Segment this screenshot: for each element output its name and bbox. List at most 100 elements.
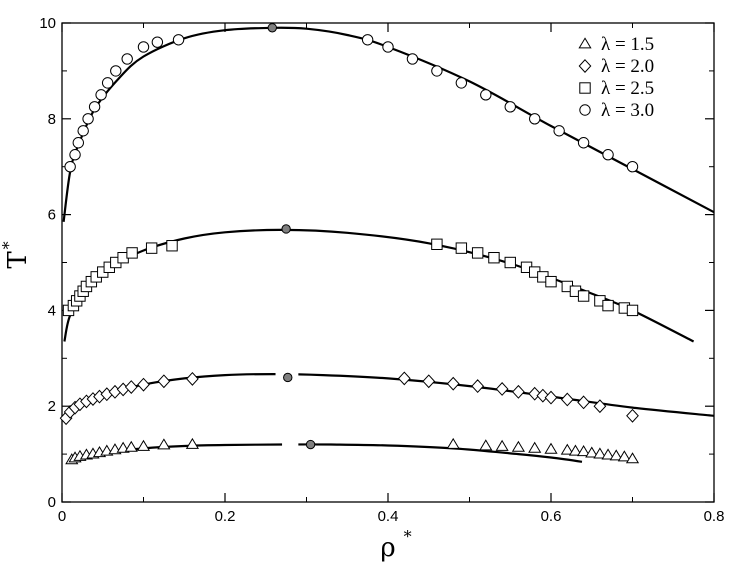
diamond-point [137, 377, 150, 392]
square-point [431, 238, 443, 250]
legend-label: λ = 2.5 [601, 78, 654, 99]
diamond-point [422, 374, 436, 389]
square-point [545, 275, 557, 288]
diamond-point [124, 380, 138, 394]
legend-diamond-icon [578, 59, 592, 73]
triangle-point [617, 450, 631, 462]
triangle-point [601, 448, 615, 460]
square-point [504, 256, 516, 269]
series-circle [64, 23, 639, 173]
circle-point [480, 89, 492, 101]
triangle-point [593, 447, 607, 459]
triangle-point [157, 438, 171, 450]
diamond-point [536, 388, 550, 403]
circle-point [95, 89, 107, 101]
square-point [455, 242, 468, 254]
diamond-point [544, 390, 558, 405]
y-tick-label: 8 [48, 111, 56, 128]
circle-point [72, 137, 85, 149]
square-point [471, 247, 484, 259]
triangle-point [185, 437, 199, 449]
circle-point [361, 34, 374, 46]
diamond-point [593, 399, 607, 414]
critical-point [281, 224, 291, 234]
triangle-point [528, 441, 542, 453]
square-point [488, 252, 500, 264]
triangle-point [544, 442, 558, 454]
x-tick-label: 0.4 [378, 508, 399, 525]
critical-point [267, 23, 277, 33]
square-point [577, 290, 590, 302]
legend-triangle-icon [578, 37, 592, 49]
legend-item: λ = 2.0 [578, 56, 654, 77]
circle-point [172, 34, 185, 46]
y-tick-label: 2 [48, 398, 56, 415]
circle-point [82, 113, 94, 125]
square-point [602, 299, 614, 312]
diamond-point [512, 384, 525, 399]
circle-point [88, 101, 101, 113]
square-point [626, 304, 639, 317]
legend-label: λ = 3.0 [601, 100, 654, 121]
diamond-point [446, 376, 460, 391]
x-tick-label: 0.8 [704, 508, 725, 525]
data-points [59, 23, 640, 465]
circle-point [529, 113, 541, 125]
y-axis-title: T* [0, 241, 33, 268]
triangle-point [585, 446, 599, 458]
y-axis: 0 2 4 6 8 10 [39, 15, 714, 511]
series-triangle [65, 437, 640, 465]
legend-item: λ = 2.5 [579, 78, 654, 99]
y-tick-label: 4 [48, 302, 56, 319]
fit-curve [63, 228, 695, 343]
legend-label: λ = 2.0 [601, 56, 654, 77]
circle-point [504, 101, 516, 113]
legend-square-icon [579, 82, 591, 94]
legend-label: λ = 1.5 [601, 34, 654, 55]
circle-point [110, 65, 122, 77]
diamond-point [157, 374, 171, 389]
triangle-point [577, 445, 591, 457]
circle-point [151, 36, 164, 48]
diamond-point [186, 371, 199, 386]
square-point [126, 247, 138, 259]
x-axis-title: ρ * [380, 527, 411, 563]
diamond-point [577, 395, 590, 410]
triangle-point [609, 449, 623, 461]
triangle-point [511, 440, 525, 452]
circle-point [455, 77, 468, 89]
y-tick-label: 0 [48, 494, 56, 511]
circle-point [553, 125, 565, 137]
circle-point [121, 53, 133, 65]
square-point [166, 240, 178, 252]
triangle-point [124, 440, 138, 452]
diamond-point [495, 382, 509, 396]
triangle-point [136, 439, 151, 451]
triangle-point [560, 443, 574, 455]
triangle-point [446, 437, 460, 449]
circle-point [431, 65, 443, 77]
diamond-point [397, 371, 411, 386]
x-axis: 0 0.2 0.4 0.6 0.8 [58, 23, 725, 525]
circle-point [101, 77, 114, 89]
x-tick-label: 0.6 [541, 508, 562, 525]
circle-point [406, 53, 419, 65]
triangle-point [568, 444, 583, 456]
y-tick-label: 10 [39, 15, 56, 32]
diamond-point [471, 379, 485, 394]
series-square [62, 224, 639, 317]
legend-item: λ = 3.0 [579, 100, 654, 121]
x-tick-label: 0 [58, 508, 66, 525]
square-point [145, 242, 158, 254]
triangle-point [625, 452, 640, 464]
triangle-point [495, 439, 509, 451]
circle-point [64, 161, 76, 173]
circle-point [577, 137, 590, 149]
legend: λ = 1.5λ = 2.0λ = 2.5λ = 3.0 [578, 34, 654, 121]
circle-point [626, 161, 639, 173]
circle-point [77, 125, 89, 137]
x-tick-label: 0.2 [215, 508, 236, 525]
circle-point [602, 149, 614, 161]
circle-point [137, 41, 150, 53]
